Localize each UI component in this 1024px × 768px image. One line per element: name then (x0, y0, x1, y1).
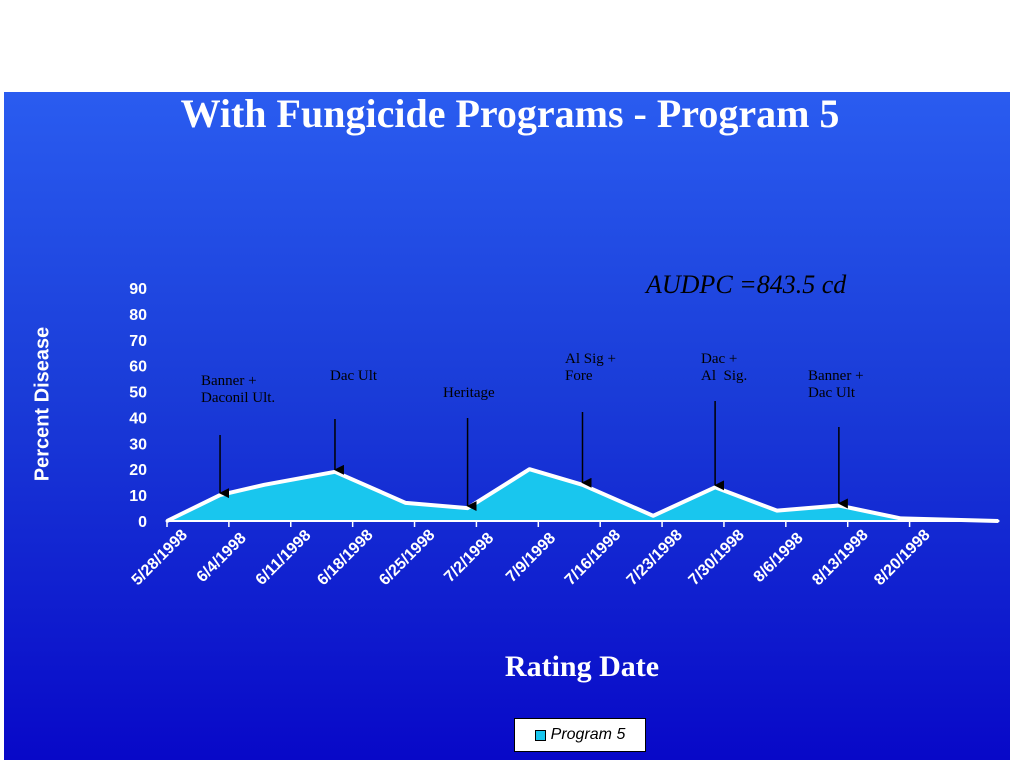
x-tick-label: 7/9/1998 (503, 530, 559, 586)
audpc-subtitle: AUDPC =843.5 cd (646, 270, 847, 299)
data-point (466, 506, 470, 510)
series-line-0 (166, 467, 999, 523)
annotation-label: Banner + Dac Ult (808, 368, 864, 401)
data-point (899, 516, 903, 520)
data-point (713, 485, 717, 489)
x-tick-label: 7/16/1998 (562, 527, 624, 589)
legend-label: Program 5 (550, 726, 626, 743)
annotation-label: Dac Ult (330, 368, 378, 384)
annotation-label: Al Sig + Fore (565, 351, 616, 384)
x-tick-label: 7/2/1998 (441, 530, 497, 586)
y-tick-label: 50 (129, 385, 147, 402)
chart-title-line-2: With Fungicide Programs - Program 5 (180, 91, 840, 136)
y-tick-label: 10 (129, 488, 147, 505)
x-tick-label: 8/20/1998 (871, 527, 933, 589)
x-tick-label: 8/6/1998 (751, 530, 807, 586)
annotation-label: Banner + Daconil Ult. (201, 373, 276, 406)
data-point (262, 483, 266, 487)
x-tick-label: 6/11/1998 (253, 527, 315, 589)
y-tick-label: 40 (129, 410, 147, 427)
x-axis-label: Rating Date (504, 650, 660, 683)
chart-title-line-1: Percent Brown Patch 1998 Associated (188, 35, 832, 80)
x-tick-label: 7/23/1998 (624, 527, 686, 589)
data-point (218, 493, 222, 497)
slide-background (4, 92, 1010, 760)
legend: Program 5 (514, 718, 646, 752)
data-point (528, 467, 531, 471)
y-tick-label: 80 (129, 307, 147, 324)
x-tick-label: 5/28/1998 (129, 527, 191, 589)
data-point (404, 501, 408, 505)
data-point (581, 483, 584, 487)
x-tick-label: 6/25/1998 (376, 527, 438, 589)
x-tick-label: 6/4/1998 (194, 530, 250, 586)
y-tick-label: 20 (129, 462, 147, 479)
chart-title: Percent Brown Patch 1998 Associated With… (0, 30, 1020, 142)
y-tick-label: 0 (138, 514, 147, 531)
data-point (837, 504, 841, 507)
y-tick-label: 60 (129, 359, 147, 376)
data-point (651, 514, 655, 518)
annotation-label: Dac + Al Sig. (701, 351, 748, 384)
x-tick-label: 6/18/1998 (314, 527, 376, 589)
data-point (775, 509, 779, 513)
y-tick-label: 30 (129, 436, 147, 453)
x-tick-label: 7/30/1998 (686, 527, 748, 589)
y-tick-label: 90 (129, 281, 147, 298)
y-tick-label: 70 (129, 333, 147, 350)
annotation-label: Heritage (443, 385, 495, 401)
x-tick-label: 8/13/1998 (809, 527, 871, 589)
data-point (333, 470, 337, 474)
legend-swatch (534, 729, 546, 741)
series-area-0 (167, 469, 998, 521)
